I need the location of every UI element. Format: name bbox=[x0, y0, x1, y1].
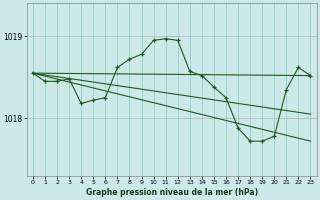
X-axis label: Graphe pression niveau de la mer (hPa): Graphe pression niveau de la mer (hPa) bbox=[86, 188, 258, 197]
